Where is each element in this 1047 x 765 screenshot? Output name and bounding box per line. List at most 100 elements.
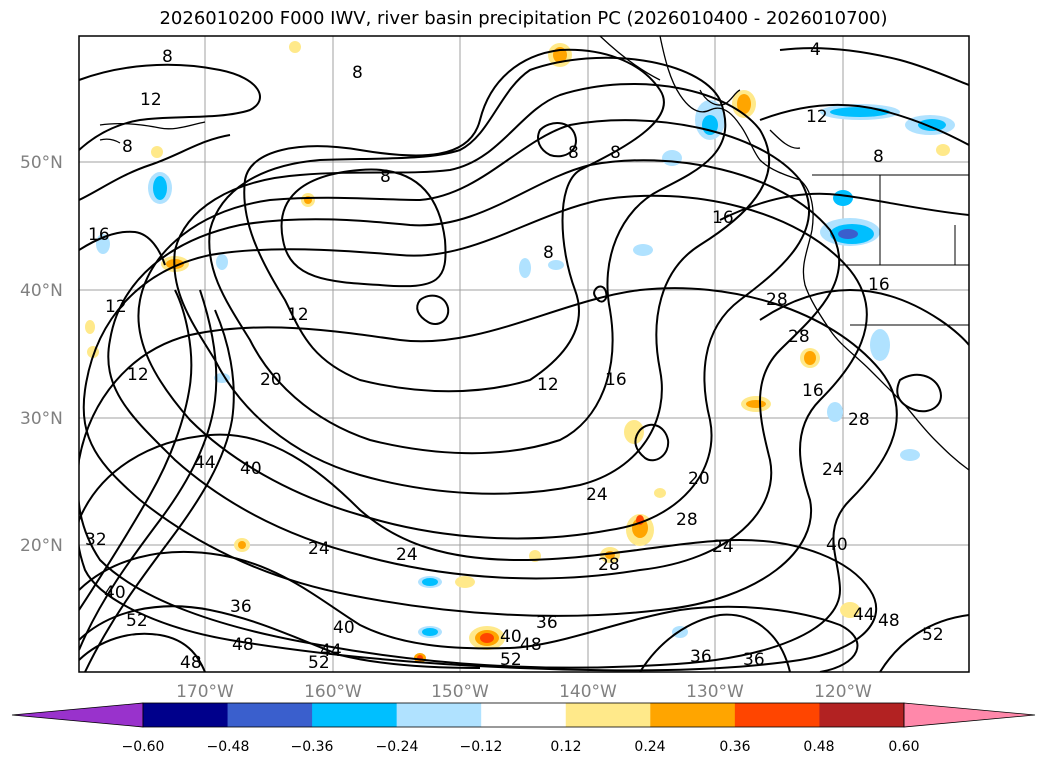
lon-label-170w: 170°W <box>176 682 234 702</box>
colorbar-tick-label: −0.48 <box>207 739 250 755</box>
contour-label-40: 40 <box>104 583 126 603</box>
colorbar-tick-label: 0.24 <box>634 739 665 755</box>
colorbar-tick-label: 0.12 <box>550 739 581 755</box>
precip-patch-negative-deep <box>838 229 858 239</box>
contour-label-52: 52 <box>922 625 944 645</box>
contour-label-8: 8 <box>568 143 579 163</box>
contour-label-52: 52 <box>500 650 522 670</box>
colorbar-segment <box>227 703 313 727</box>
contour-label-44: 44 <box>320 641 342 661</box>
contour-label-28: 28 <box>766 290 788 310</box>
contour-label-8: 8 <box>610 143 621 163</box>
contour-labels: 8 8 8 8 8 8 8 8 4 12 12 12 12 12 12 16 1… <box>85 40 944 673</box>
colorbar-tick-label: −0.12 <box>460 739 503 755</box>
contour-label-32: 32 <box>85 530 107 550</box>
contour-label-28: 28 <box>848 410 870 430</box>
contour-label-8: 8 <box>352 63 363 83</box>
lon-labels: 170°W 160°W 150°W 140°W 130°W 120°W <box>176 682 872 702</box>
colorbar-frame <box>142 702 905 728</box>
contour-label-36: 36 <box>230 597 252 617</box>
contour-label-8: 8 <box>873 147 884 167</box>
precip-patches <box>85 41 955 663</box>
contour-label-28: 28 <box>788 327 810 347</box>
colorbar-segment <box>312 703 398 727</box>
colorbar-extend-low <box>11 702 144 728</box>
colorbar-tick-label: 0.60 <box>888 739 919 755</box>
contour-label-20: 20 <box>260 370 282 390</box>
contour-label-36: 36 <box>536 613 558 633</box>
lat-label-40n: 40°N <box>20 281 63 301</box>
precip-patch-positive-strong <box>417 515 644 661</box>
contour-label-16: 16 <box>868 275 890 295</box>
contour-label-48: 48 <box>520 635 542 655</box>
contour-label-24: 24 <box>822 460 844 480</box>
contour-label-20: 20 <box>688 469 710 489</box>
colorbar-segment <box>819 703 905 727</box>
contour-label-8: 8 <box>543 243 554 263</box>
colorbar-segment <box>396 703 482 727</box>
colorbar-segment <box>143 703 229 727</box>
contour-label-52: 52 <box>308 653 330 673</box>
colorbar-segment <box>734 703 820 727</box>
contour-label-16: 16 <box>712 208 734 228</box>
contour-label-12: 12 <box>105 297 127 317</box>
lon-label-160w: 160°W <box>304 682 362 702</box>
contour-label-12: 12 <box>127 365 149 385</box>
contour-label-12: 12 <box>537 375 559 395</box>
contour-label-16: 16 <box>802 381 824 401</box>
lon-label-120w: 120°W <box>814 682 872 702</box>
contour-label-8: 8 <box>380 167 391 187</box>
colorbar-tick-label: 0.36 <box>719 739 750 755</box>
colorbar-segment <box>565 703 651 727</box>
lat-label-30n: 30°N <box>20 409 63 429</box>
contour-label-40: 40 <box>826 535 848 555</box>
contour-label-8: 8 <box>162 47 173 67</box>
lon-label-130w: 130°W <box>686 682 744 702</box>
contour-label-24: 24 <box>396 545 418 565</box>
contour-label-40: 40 <box>240 459 262 479</box>
lon-label-140w: 140°W <box>559 682 617 702</box>
contour-label-16: 16 <box>605 370 627 390</box>
lat-labels: 50°N 40°N 30°N 20°N <box>20 153 63 556</box>
contour-label-36: 36 <box>743 650 765 670</box>
colorbar <box>11 702 1036 728</box>
contour-label-8: 8 <box>122 137 133 157</box>
colorbar-tick-label: −0.36 <box>291 739 334 755</box>
contour-label-4: 4 <box>810 40 821 60</box>
borders <box>812 174 969 326</box>
contour-label-44: 44 <box>194 453 216 473</box>
colorbar-segment <box>650 703 736 727</box>
chart-title: 2026010200 F000 IWV, river basin precipi… <box>159 8 888 29</box>
map-frame <box>78 35 970 673</box>
lat-label-50n: 50°N <box>20 153 63 173</box>
colorbar-tick-label: −0.60 <box>122 739 165 755</box>
contour-label-40: 40 <box>500 627 522 647</box>
contour-label-36: 36 <box>690 647 712 667</box>
contour-label-24: 24 <box>308 539 330 559</box>
contour-label-28: 28 <box>598 555 620 575</box>
colorbar-tick-label: 0.48 <box>803 739 834 755</box>
colorbar-extend-high <box>903 702 1036 728</box>
contour-label-40: 40 <box>333 618 355 638</box>
contour-label-44: 44 <box>853 605 875 625</box>
contour-label-24: 24 <box>586 485 608 505</box>
contour-label-16: 16 <box>88 225 110 245</box>
map-background <box>79 36 969 672</box>
contour-label-48: 48 <box>180 653 202 673</box>
contour-label-12: 12 <box>140 90 162 110</box>
colorbar-ticks: −0.60 −0.48 −0.36 −0.24 −0.12 0.12 0.24 … <box>122 739 920 755</box>
colorbar-tick-label: −0.24 <box>376 739 419 755</box>
contour-label-12: 12 <box>287 305 309 325</box>
iwv-contours <box>79 47 969 672</box>
lat-label-20n: 20°N <box>20 536 63 556</box>
contour-label-52: 52 <box>126 611 148 631</box>
colorbar-segment <box>481 703 567 727</box>
contour-label-28: 28 <box>676 510 698 530</box>
coastlines <box>99 36 969 471</box>
contour-label-24: 24 <box>712 537 734 557</box>
contour-label-12: 12 <box>806 107 828 127</box>
gridlines <box>79 36 969 672</box>
contour-label-48: 48 <box>232 635 254 655</box>
lon-label-150w: 150°W <box>431 682 489 702</box>
